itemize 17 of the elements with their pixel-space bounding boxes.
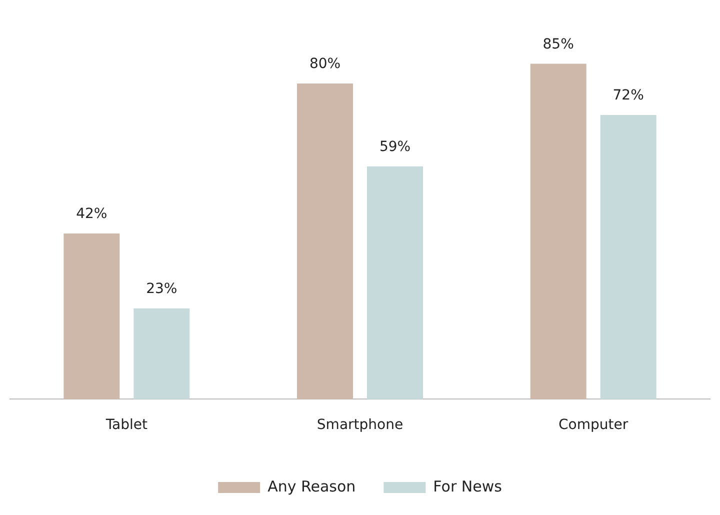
bar <box>297 83 353 400</box>
x-tick-label: Computer <box>558 417 628 434</box>
legend-label: For News <box>433 477 502 496</box>
bar <box>600 115 656 400</box>
data-label: 80% <box>309 56 341 72</box>
bar <box>134 308 190 400</box>
x-tick-label: Tablet <box>104 417 148 434</box>
data-label: 85% <box>542 36 574 52</box>
bar <box>64 233 120 400</box>
data-label: 72% <box>612 88 644 104</box>
data-label: 42% <box>76 206 108 222</box>
bar <box>530 64 586 400</box>
legend-label: Any Reason <box>268 477 356 496</box>
data-label: 59% <box>379 138 411 155</box>
x-tick-label: Smartphone <box>316 417 404 434</box>
data-label: 23% <box>146 281 178 298</box>
bar <box>367 166 423 400</box>
